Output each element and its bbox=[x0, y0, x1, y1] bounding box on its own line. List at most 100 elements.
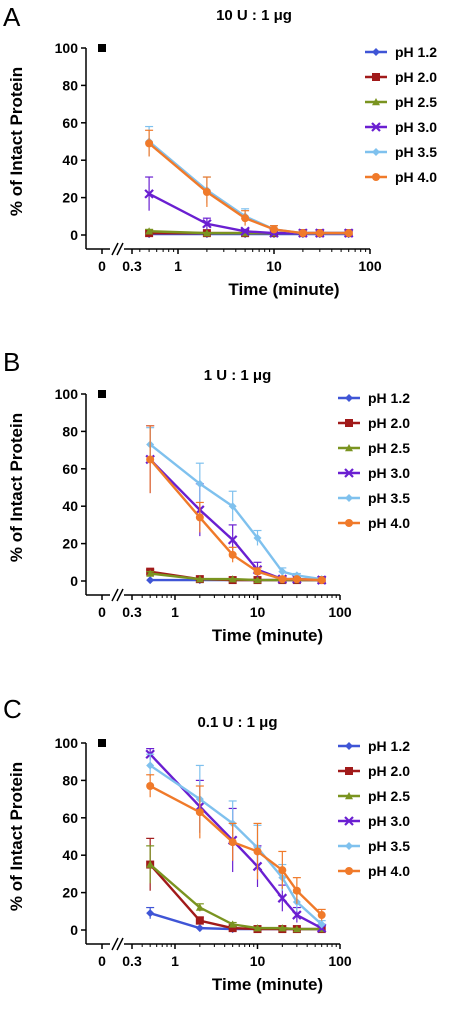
data-point-triangle bbox=[195, 575, 204, 583]
data-point-x bbox=[144, 189, 154, 199]
data-point-circle bbox=[228, 838, 237, 847]
data-point-diamond bbox=[253, 533, 262, 542]
legend-label: pH 1.2 bbox=[368, 390, 410, 406]
data-point-diamond bbox=[278, 567, 287, 576]
y-tick-label: 40 bbox=[62, 847, 78, 863]
data-point-triangle bbox=[146, 860, 155, 868]
data-point-square bbox=[345, 767, 353, 775]
data-point-triangle bbox=[253, 924, 262, 932]
data-point-triangle bbox=[195, 903, 204, 911]
y-tick-label: 60 bbox=[62, 461, 78, 477]
data-point-triangle bbox=[345, 444, 353, 452]
legend-label: pH 2.5 bbox=[368, 440, 410, 456]
series-line bbox=[148, 142, 349, 235]
legend-label: pH 4.0 bbox=[368, 863, 410, 879]
data-point-circle bbox=[315, 229, 324, 238]
data-point-triangle bbox=[292, 925, 301, 933]
y-tick-label: 20 bbox=[62, 536, 78, 552]
data-point-circle bbox=[146, 455, 155, 464]
x-tick-label: 0 bbox=[98, 258, 106, 274]
legend-label: pH 3.5 bbox=[368, 838, 410, 854]
data-point-circle bbox=[195, 808, 204, 817]
y-tick-label: 20 bbox=[62, 190, 78, 206]
x-axis-title: Time (minute) bbox=[212, 626, 323, 645]
zero-time-point bbox=[98, 739, 106, 747]
axis-break-mark bbox=[116, 937, 124, 951]
series-line bbox=[149, 784, 323, 916]
y-tick-label: 100 bbox=[55, 40, 79, 56]
data-point-diamond bbox=[372, 48, 380, 56]
data-point-circle bbox=[317, 911, 326, 920]
data-point-x bbox=[277, 893, 288, 903]
data-point-circle bbox=[270, 225, 278, 234]
data-point-diamond bbox=[146, 761, 155, 770]
y-tick-label: 60 bbox=[62, 810, 78, 826]
y-tick-label: 80 bbox=[62, 772, 78, 788]
data-point-diamond bbox=[372, 148, 380, 156]
chart-title: 0.1 U : 1 μg bbox=[197, 714, 277, 731]
legend-label: pH 4.0 bbox=[368, 515, 410, 531]
y-tick-label: 0 bbox=[70, 922, 78, 938]
data-point-circle bbox=[195, 513, 204, 522]
panel-letter: B bbox=[3, 347, 20, 377]
data-point-diamond bbox=[345, 494, 353, 502]
chart-title: 10 U : 1 μg bbox=[216, 7, 292, 24]
series-ph-4-0 bbox=[146, 425, 326, 585]
y-axis-title: % of Intact Protein bbox=[7, 67, 26, 216]
zero-time-point bbox=[98, 44, 106, 52]
data-point-triangle bbox=[228, 575, 237, 583]
data-point-x bbox=[371, 122, 381, 132]
data-point-triangle bbox=[372, 98, 380, 106]
data-point-diamond bbox=[345, 842, 353, 850]
series-line bbox=[149, 458, 322, 582]
data-point-square bbox=[228, 924, 237, 933]
data-point-x bbox=[240, 226, 250, 237]
data-point-diamond bbox=[317, 920, 326, 929]
y-tick-label: 80 bbox=[62, 423, 78, 439]
data-point-circle bbox=[372, 173, 380, 181]
data-point-square bbox=[372, 73, 380, 81]
legend-label: pH 3.0 bbox=[368, 813, 410, 829]
data-point-x bbox=[344, 468, 354, 478]
x-axis-title: Time (minute) bbox=[212, 975, 323, 994]
data-point-circle bbox=[292, 575, 301, 584]
legend-label: pH 2.0 bbox=[368, 763, 410, 779]
x-tick-label: 1 bbox=[174, 258, 182, 274]
data-point-diamond bbox=[345, 742, 353, 750]
data-point-diamond bbox=[228, 502, 237, 511]
legend-label: pH 2.5 bbox=[368, 788, 410, 804]
y-tick-label: 80 bbox=[62, 77, 78, 93]
data-point-diamond bbox=[146, 909, 155, 918]
x-tick-label: 100 bbox=[328, 953, 352, 969]
data-point-circle bbox=[253, 567, 262, 576]
data-point-triangle bbox=[345, 792, 353, 800]
panel-letter: C bbox=[3, 694, 22, 724]
data-point-diamond bbox=[195, 479, 204, 488]
series-ph-3-0 bbox=[145, 425, 327, 585]
data-point-circle bbox=[278, 866, 287, 875]
series-ph-4-0 bbox=[145, 129, 353, 238]
data-point-triangle bbox=[202, 229, 211, 237]
legend-label: pH 3.0 bbox=[368, 465, 410, 481]
data-point-triangle bbox=[146, 569, 155, 577]
x-tick-label: 10 bbox=[250, 953, 266, 969]
series-ph-3-5 bbox=[146, 427, 326, 584]
legend-label: pH 1.2 bbox=[368, 738, 410, 754]
data-point-circle bbox=[241, 214, 250, 223]
legend-label: pH 3.5 bbox=[368, 490, 410, 506]
data-point-circle bbox=[253, 847, 262, 856]
zero-time-point bbox=[98, 390, 106, 398]
axis-break-mark bbox=[111, 242, 119, 256]
data-point-x bbox=[202, 219, 212, 229]
legend-label: pH 3.0 bbox=[395, 119, 437, 135]
legend-label: pH 3.5 bbox=[395, 144, 437, 160]
y-tick-label: 0 bbox=[70, 227, 78, 243]
legend-label: pH 2.0 bbox=[368, 415, 410, 431]
legend-label: pH 1.2 bbox=[395, 44, 437, 60]
axis-break-mark bbox=[116, 588, 124, 602]
y-tick-label: 20 bbox=[62, 885, 78, 901]
